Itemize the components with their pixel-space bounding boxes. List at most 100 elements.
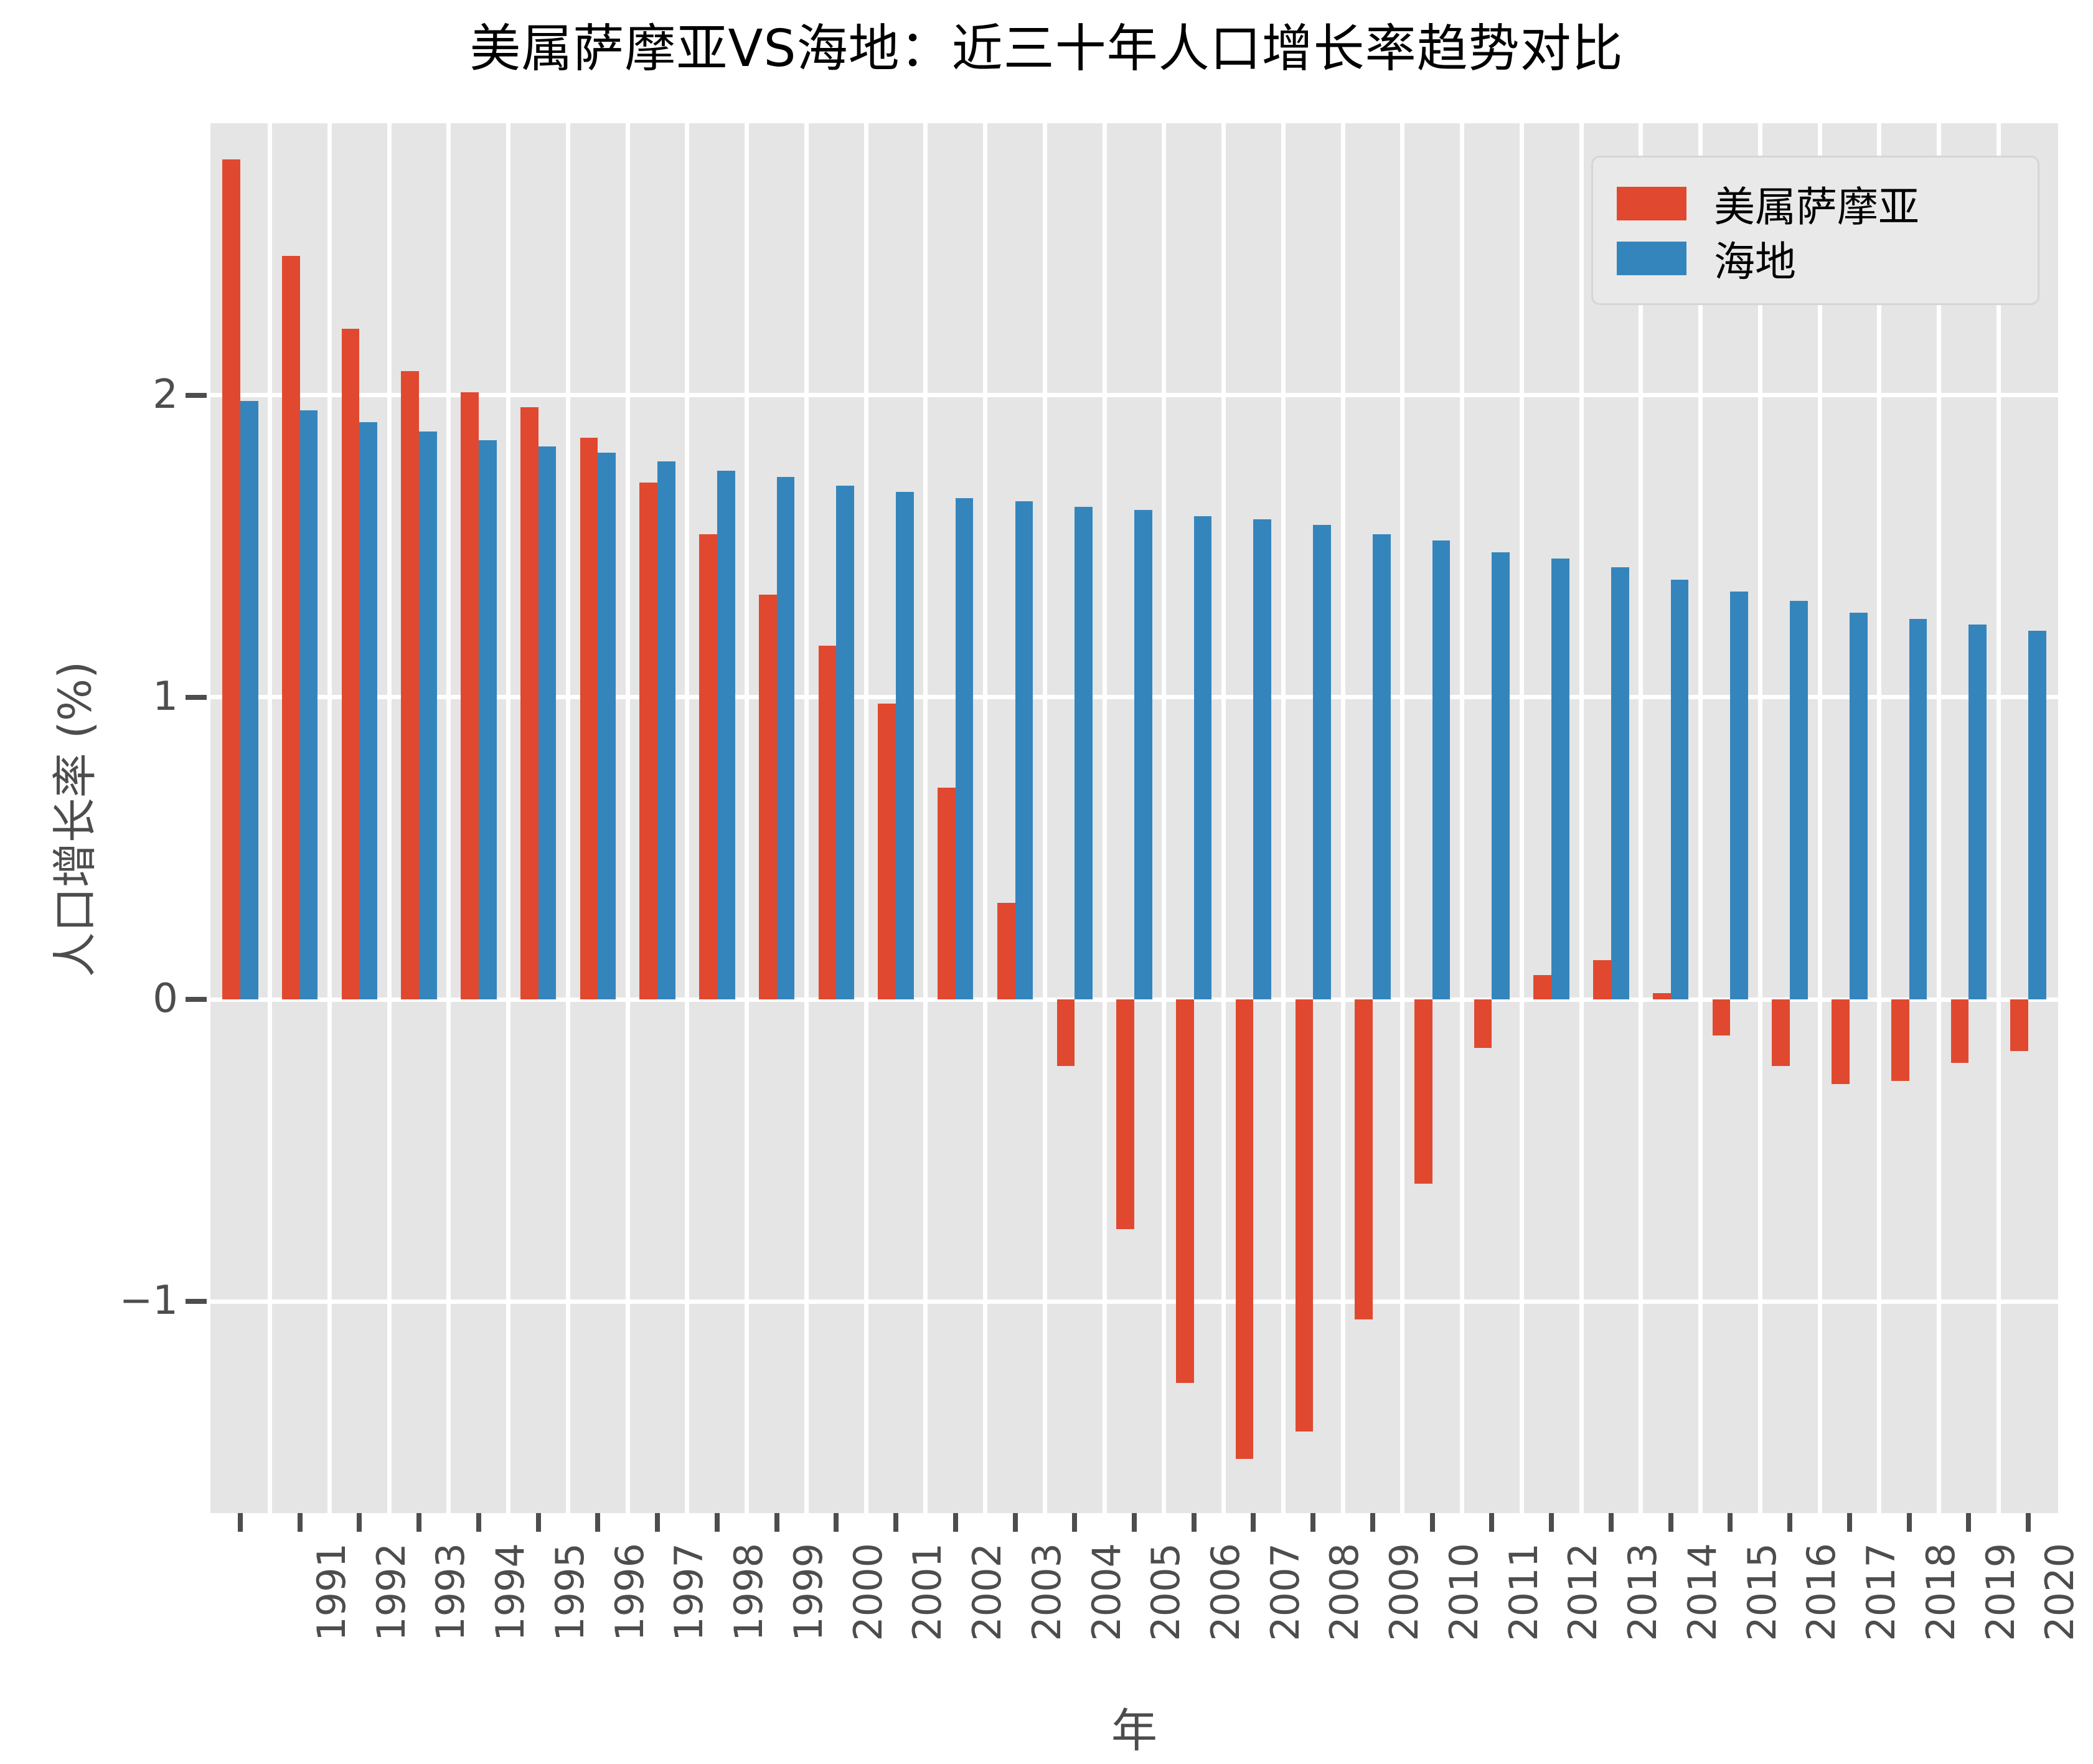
y-tick-mark: [186, 694, 207, 700]
bar-海地-2021: [2028, 631, 2046, 1000]
x-tick-label: 2011: [1500, 1543, 1546, 1641]
vertical-gridline: [1579, 123, 1584, 1513]
bar-海地-2010: [1372, 534, 1391, 1000]
x-tick-mark: [1370, 1513, 1375, 1532]
horizontal-gridline: [210, 997, 2058, 1002]
bar-海地-2020: [1968, 625, 1987, 1000]
x-tick-mark: [357, 1513, 362, 1532]
page-title: 美属萨摩亚VS海地：近三十年人口增长率趋势对比: [469, 19, 1624, 78]
x-tick-mark: [1549, 1513, 1554, 1532]
bar-美属萨摩亚-2013: [1533, 975, 1552, 1000]
bar-海地-1997: [598, 452, 616, 1000]
bar-美属萨摩亚-2001: [818, 646, 837, 1000]
x-tick-label: 2003: [1023, 1543, 1070, 1641]
legend-swatch-series-1: [1617, 242, 1686, 275]
x-tick-label: 1995: [547, 1543, 593, 1641]
bar-海地-2011: [1432, 540, 1451, 1000]
bar-美属萨摩亚-2017: [1772, 999, 1790, 1066]
x-tick-label: 1994: [487, 1543, 534, 1641]
legend-label-series-1: 海地: [1714, 238, 1796, 286]
vertical-gridline: [625, 123, 630, 1513]
bar-海地-2001: [836, 486, 854, 1000]
bar-美属萨摩亚-1997: [580, 437, 598, 1000]
legend: 美属萨摩亚 海地: [1591, 156, 2039, 305]
x-tick-label: 2017: [1858, 1543, 1904, 1641]
x-tick-mark: [535, 1513, 541, 1532]
bar-美属萨摩亚-2010: [1355, 999, 1373, 1320]
bar-美属萨摩亚-2020: [1950, 999, 1969, 1064]
x-tick-mark: [595, 1513, 601, 1532]
vertical-gridline: [268, 123, 273, 1513]
bar-美属萨摩亚-2003: [938, 788, 956, 1000]
vertical-gridline: [387, 123, 392, 1513]
vertical-gridline: [1102, 123, 1107, 1513]
bar-海地-2003: [955, 498, 974, 1000]
x-tick-label: 1997: [666, 1543, 712, 1641]
bar-海地-2004: [1015, 501, 1033, 1000]
x-tick-mark: [476, 1513, 481, 1532]
bar-美属萨摩亚-2012: [1474, 999, 1492, 1048]
x-tick-label: 2018: [1917, 1543, 1964, 1641]
bar-海地-1996: [538, 446, 557, 1000]
bar-美属萨摩亚-2016: [1712, 999, 1731, 1036]
x-tick-label: 2016: [1799, 1543, 1845, 1641]
y-tick-label: 1: [153, 673, 178, 720]
x-tick-mark: [416, 1513, 422, 1532]
x-tick-label: 1992: [368, 1543, 414, 1641]
bar-美属萨摩亚-2002: [878, 703, 896, 1000]
x-tick-label: 2010: [1441, 1543, 1487, 1641]
x-tick-label: 2001: [905, 1543, 951, 1641]
x-axis-title: 年: [1111, 1704, 1157, 1758]
bar-美属萨摩亚-2018: [1832, 999, 1850, 1084]
vertical-gridline: [506, 123, 511, 1513]
bar-海地-2015: [1670, 579, 1689, 1000]
x-tick-mark: [1012, 1513, 1018, 1532]
x-tick-mark: [1608, 1513, 1614, 1532]
legend-item[interactable]: 美属萨摩亚: [1617, 176, 2038, 231]
vertical-gridline: [1877, 123, 1882, 1513]
vertical-gridline: [983, 123, 988, 1513]
bar-美属萨摩亚-2014: [1593, 960, 1611, 1000]
vertical-gridline: [1519, 123, 1524, 1513]
bar-海地-2017: [1790, 600, 1808, 1000]
x-tick-label: 2020: [2037, 1543, 2083, 1641]
bar-海地-2009: [1313, 525, 1331, 1000]
bar-美属萨摩亚-1993: [341, 328, 360, 1000]
x-tick-mark: [1489, 1513, 1495, 1532]
x-tick-label: 2019: [1977, 1543, 2023, 1641]
legend-item[interactable]: 海地: [1617, 231, 2038, 286]
vertical-gridline: [804, 123, 809, 1513]
vertical-gridline: [1460, 123, 1465, 1513]
bar-海地-1998: [657, 461, 675, 1000]
bar-海地-1995: [478, 440, 497, 1000]
bar-美属萨摩亚-2005: [1056, 999, 1075, 1066]
bar-海地-2014: [1611, 567, 1629, 1000]
vertical-gridline: [863, 123, 868, 1513]
x-tick-mark: [834, 1513, 839, 1532]
bar-海地-2016: [1730, 592, 1749, 1000]
x-tick-label: 2008: [1322, 1543, 1368, 1641]
vertical-gridline: [923, 123, 928, 1513]
x-tick-mark: [1429, 1513, 1435, 1532]
bar-美属萨摩亚-2015: [1652, 993, 1671, 1000]
bar-海地-1999: [717, 471, 735, 1000]
vertical-gridline: [1757, 123, 1762, 1513]
vertical-gridline: [1639, 123, 1644, 1513]
y-tick-mark: [186, 1299, 207, 1304]
x-tick-label: 2012: [1560, 1543, 1606, 1641]
x-tick-label: 2015: [1739, 1543, 1785, 1641]
vertical-gridline: [1400, 123, 1405, 1513]
bar-海地-2005: [1075, 507, 1093, 1000]
x-tick-label: 1991: [308, 1543, 354, 1641]
bar-海地-2008: [1253, 519, 1272, 1000]
x-tick-label: 2005: [1143, 1543, 1189, 1641]
bar-海地-2000: [776, 476, 795, 1000]
x-tick-mark: [774, 1513, 779, 1532]
bar-海地-2012: [1492, 552, 1510, 1000]
vertical-gridline: [1162, 123, 1167, 1513]
x-tick-mark: [1251, 1513, 1256, 1532]
x-tick-mark: [893, 1513, 899, 1532]
vertical-gridline: [1698, 123, 1703, 1513]
x-tick-mark: [1072, 1513, 1078, 1532]
vertical-gridline: [1937, 123, 1942, 1513]
